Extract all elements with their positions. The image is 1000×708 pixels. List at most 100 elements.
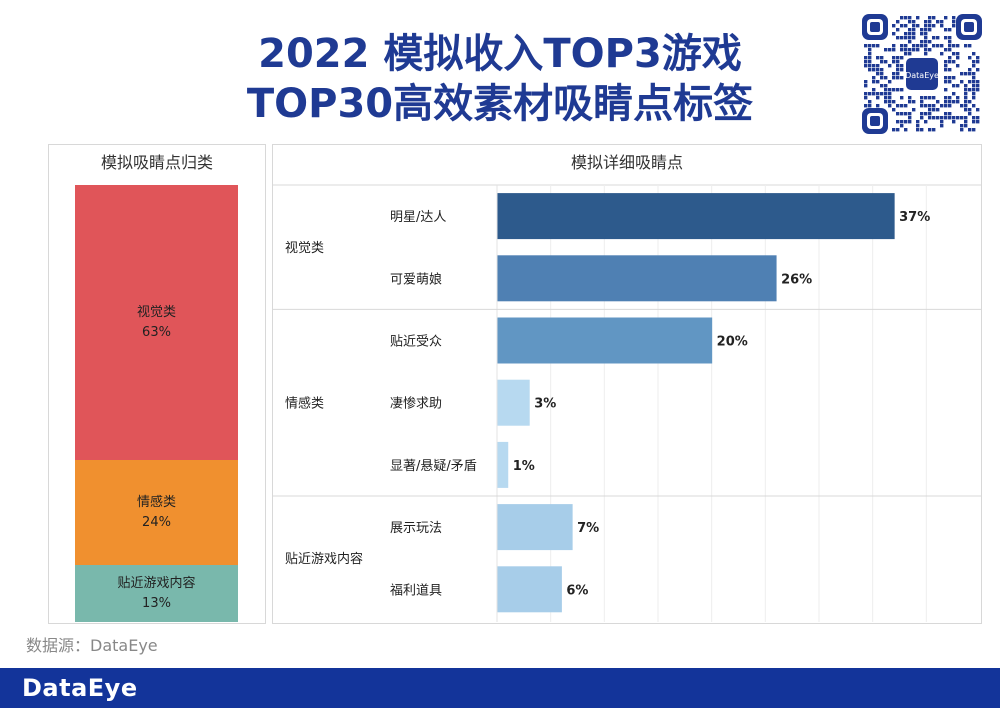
segment-game-content[interactable]: 贴近游戏内容 13% xyxy=(75,565,238,622)
qr-finder-tr xyxy=(956,14,982,40)
qr-module xyxy=(904,52,908,56)
qr-module xyxy=(948,80,952,84)
qr-module xyxy=(952,76,956,80)
value-label: 1% xyxy=(513,459,535,474)
qr-module xyxy=(876,72,880,76)
qr-module xyxy=(876,56,880,60)
qr-module xyxy=(888,100,892,104)
qr-module xyxy=(964,120,968,124)
qr-module xyxy=(904,32,908,36)
qr-module xyxy=(948,96,952,100)
qr-module xyxy=(964,72,968,76)
qr-module xyxy=(972,116,976,120)
qr-module xyxy=(920,96,924,100)
footer-logo[interactable]: DataEye xyxy=(22,674,138,702)
qr-module xyxy=(900,36,904,40)
qr-module xyxy=(900,124,904,128)
group-label: 贴近游戏内容 xyxy=(285,551,363,567)
qr-module xyxy=(908,112,912,116)
segment-emotion[interactable]: 情感类 24% xyxy=(75,460,238,565)
qr-module xyxy=(900,44,904,48)
qr-module xyxy=(912,100,916,104)
qr-module xyxy=(932,44,936,48)
qr-module xyxy=(892,44,896,48)
qr-module xyxy=(924,20,928,24)
qr-module xyxy=(864,92,868,96)
value-label: 26% xyxy=(781,272,812,287)
qr-module xyxy=(904,44,908,48)
qr-module xyxy=(912,36,916,40)
group-label: 情感类 xyxy=(285,396,324,412)
qr-module xyxy=(956,64,960,68)
qr-module xyxy=(920,32,924,36)
qr-module xyxy=(968,80,972,84)
qr-module xyxy=(908,36,912,40)
qr-module xyxy=(944,116,948,120)
qr-module xyxy=(968,108,972,112)
qr-module xyxy=(880,60,884,64)
qr-module xyxy=(960,116,964,120)
segment-visual-label: 视觉类 xyxy=(136,304,176,320)
qr-module xyxy=(880,76,884,80)
qr-module xyxy=(960,72,964,76)
qr-code[interactable]: DataEye xyxy=(860,12,984,136)
segment-visual-value: 63% xyxy=(142,324,171,340)
qr-module xyxy=(896,64,900,68)
qr-module xyxy=(964,96,968,100)
qr-module xyxy=(944,16,948,20)
qr-module xyxy=(932,104,936,108)
qr-module xyxy=(936,44,940,48)
qr-module xyxy=(952,16,956,20)
qr-module xyxy=(868,64,872,68)
qr-module xyxy=(972,72,976,76)
qr-module xyxy=(888,88,892,92)
qr-module xyxy=(960,124,964,128)
qr-module xyxy=(924,24,928,28)
qr-module xyxy=(888,104,892,108)
qr-module xyxy=(956,44,960,48)
qr-module xyxy=(956,100,960,104)
qr-module xyxy=(896,60,900,64)
qr-module xyxy=(896,20,900,24)
qr-module xyxy=(872,80,876,84)
qr-module xyxy=(904,120,908,124)
segment-visual[interactable]: 视觉类 63% xyxy=(75,185,238,460)
qr-module xyxy=(892,24,896,28)
qr-module xyxy=(964,108,968,112)
qr-module xyxy=(964,116,968,120)
qr-module xyxy=(872,92,876,96)
qr-module xyxy=(908,32,912,36)
qr-module xyxy=(892,72,896,76)
qr-module xyxy=(900,76,904,80)
qr-module xyxy=(900,16,904,20)
qr-module xyxy=(936,36,940,40)
qr-module xyxy=(936,116,940,120)
qr-module xyxy=(912,24,916,28)
qr-module xyxy=(940,124,944,128)
qr-module xyxy=(948,44,952,48)
qr-module xyxy=(916,44,920,48)
qr-module xyxy=(920,128,924,132)
category-label: 福利道具 xyxy=(390,583,442,598)
qr-finder-bl xyxy=(862,108,888,134)
value-label: 37% xyxy=(899,210,930,225)
qr-module xyxy=(972,92,976,96)
qr-module xyxy=(916,128,920,132)
qr-module xyxy=(872,76,876,80)
left-panel-title: 模拟吸睛点归类 xyxy=(100,153,213,172)
qr-module xyxy=(900,68,904,72)
bar xyxy=(497,504,573,551)
qr-module xyxy=(944,68,948,72)
qr-module xyxy=(948,40,952,44)
qr-module xyxy=(868,48,872,52)
right-panel: 模拟详细吸睛点 视觉类 明星/达人 37% 可爱萌娘 26% 情感类 贴近受众 20% 凄惨求助… xyxy=(272,144,982,624)
qr-module xyxy=(884,76,888,80)
qr-module xyxy=(952,60,956,64)
qr-module xyxy=(896,112,900,116)
qr-module xyxy=(972,88,976,92)
qr-module xyxy=(924,104,928,108)
qr-module xyxy=(868,56,872,60)
right-panel-title: 模拟详细吸睛点 xyxy=(570,153,683,172)
qr-module xyxy=(928,24,932,28)
qr-center-logo xyxy=(906,58,938,90)
